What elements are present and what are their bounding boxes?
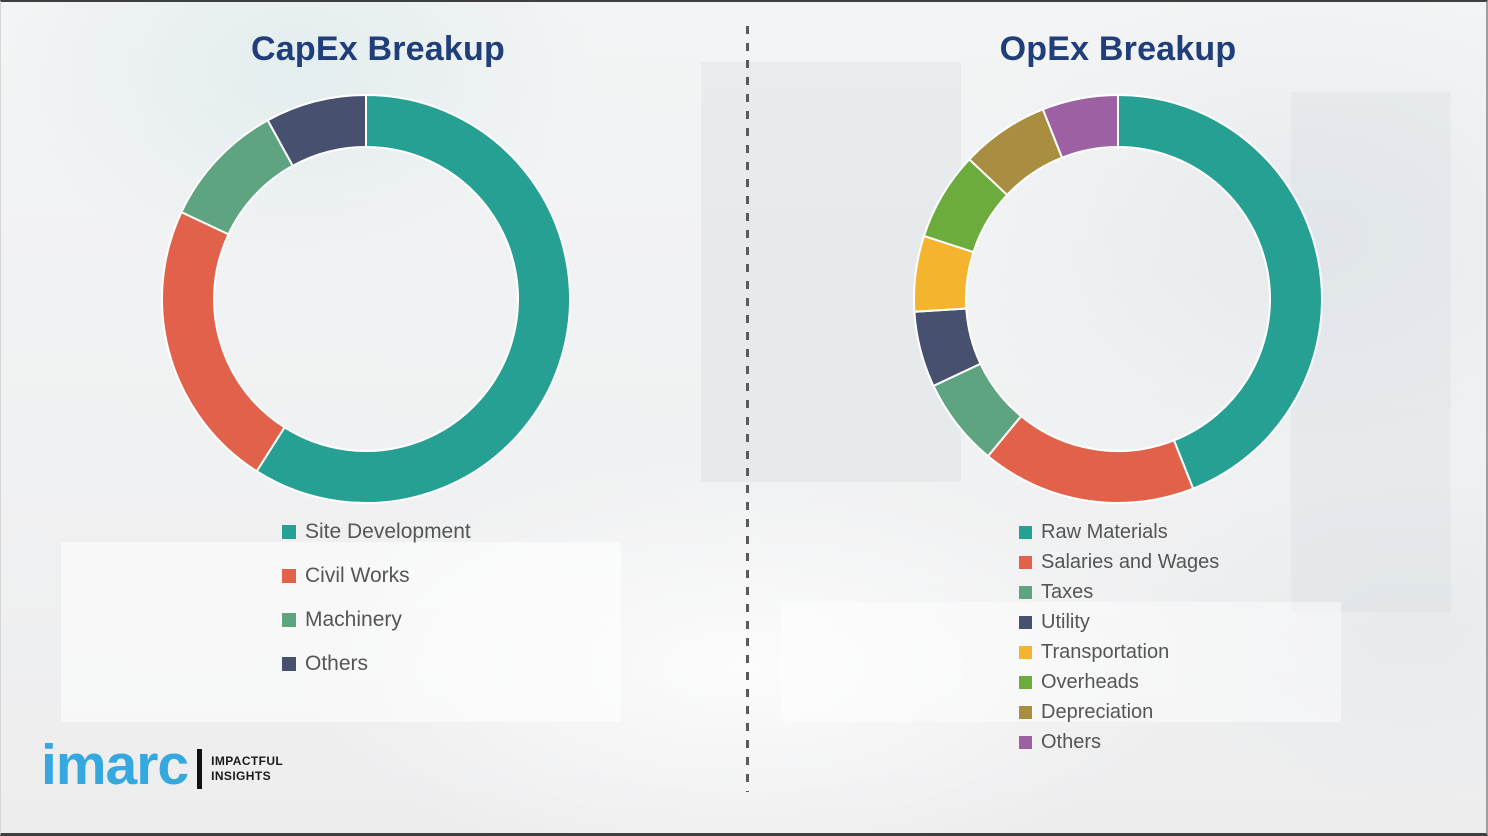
legend-label: Transportation [1041, 640, 1170, 663]
tagline-line-1: IMPACTFUL [211, 754, 284, 769]
imarc-logo-tagline: IMPACTFUL INSIGHTS [211, 754, 283, 783]
legend-item-others-capex: Others [282, 642, 471, 686]
legend-label: Civil Works [305, 564, 410, 587]
legend-label: Others [1041, 730, 1102, 753]
legend-swatch [1019, 525, 1032, 539]
imarc-logo-bar [197, 748, 203, 789]
legend-item-utility: Utility [1019, 607, 1219, 637]
donut-segment-raw-materials [1117, 94, 1323, 490]
legend-swatch [1019, 615, 1032, 629]
donut-segment-civil-works [161, 210, 286, 473]
legend-swatch [282, 569, 296, 583]
capex-donut-chart [161, 94, 571, 504]
legend-swatch [282, 657, 296, 671]
legend-swatch [1019, 735, 1032, 749]
tagline-line-2: INSIGHTS [211, 768, 271, 783]
legend-item-civil-works: Civil Works [282, 554, 471, 598]
donut-segment-salaries-and-wages [986, 414, 1195, 504]
legend-item-raw-materials: Raw Materials [1019, 517, 1219, 547]
opex-legend: Raw Materials Salaries and Wages Taxes U… [1019, 517, 1219, 757]
legend-item-machinery: Machinery [282, 598, 471, 642]
legend-label: Depreciation [1041, 700, 1154, 723]
capex-chart-title: CapEx Breakup [251, 30, 505, 68]
legend-label: Utility [1041, 610, 1090, 633]
legend-swatch [1019, 645, 1032, 659]
donut-segment-site-development [255, 94, 571, 504]
legend-swatch [282, 613, 296, 627]
legend-label: Raw Materials [1041, 520, 1168, 543]
legend-item-transportation: Transportation [1019, 637, 1219, 667]
dashed-divider [746, 26, 749, 792]
legend-item-site-development: Site Development [282, 510, 471, 554]
donut-segment-others [266, 94, 367, 168]
legend-label: Others [305, 652, 369, 675]
legend-label: Machinery [305, 608, 402, 631]
legend-label: Overheads [1041, 670, 1139, 693]
legend-label: Taxes [1041, 580, 1094, 603]
opex-donut-chart [913, 94, 1323, 504]
legend-swatch [282, 525, 296, 539]
imarc-logo: imarc IMPACTFUL INSIGHTS [41, 737, 283, 794]
opex-chart-title: OpEx Breakup [999, 30, 1237, 68]
legend-item-depreciation: Depreciation [1019, 697, 1219, 727]
donut-segment-others [1041, 94, 1119, 159]
legend-swatch [1019, 585, 1032, 599]
legend-item-others-opex: Others [1019, 727, 1219, 757]
legend-label: Salaries and Wages [1041, 550, 1220, 573]
legend-swatch [1019, 675, 1032, 689]
imarc-logo-wordmark: imarc [41, 733, 189, 797]
legend-item-taxes: Taxes [1019, 577, 1219, 607]
legend-label: Site Development [305, 520, 471, 543]
legend-item-salaries-and-wages: Salaries and Wages [1019, 547, 1219, 577]
legend-swatch [1019, 555, 1032, 569]
legend-item-overheads: Overheads [1019, 667, 1219, 697]
legend-swatch [1019, 705, 1032, 719]
capex-legend: Site Development Civil Works Machinery O… [282, 510, 471, 686]
